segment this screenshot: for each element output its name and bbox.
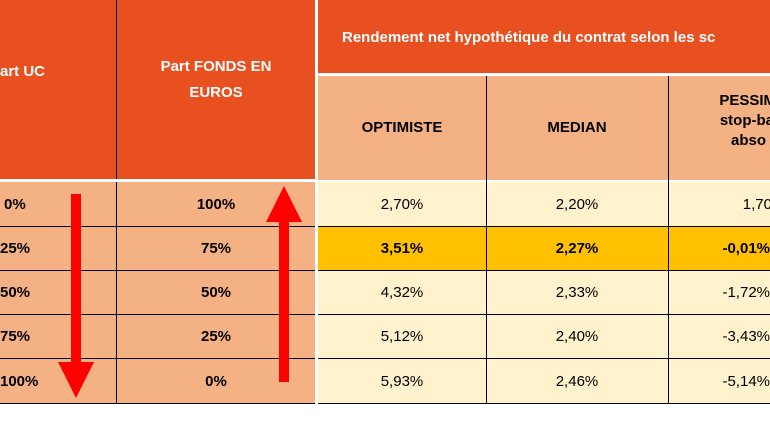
table-cell-uc: 75% [0,314,116,358]
col-divider [668,76,669,404]
row-divider [0,270,770,271]
header-median-label: MEDIAN [547,119,607,136]
median-value: 2,40% [555,327,599,345]
optimiste-value: 3,51% [380,239,424,257]
header-group-title-label: Rendement net hypothétique du contrat se… [342,29,716,46]
fonds-value: 75% [200,239,232,257]
pessimiste-value: -5,14% [722,372,770,390]
table-cell-optimiste: 4,32% [318,270,486,314]
header-fonds-line2: EUROS [189,84,243,101]
table-cell-pessimiste: -5,14% [668,358,770,404]
table-cell-optimiste: 5,12% [318,314,486,358]
table-cell-median-highlighted: 2,27% [486,226,668,270]
fonds-value: 100% [196,195,236,213]
scenario-block-divider [318,73,770,76]
table-cell-uc: 100% [0,358,116,404]
optimiste-value: 5,12% [380,327,424,345]
col-divider [486,76,487,404]
header-pessim-line1: PESSIM [719,92,770,109]
pessimiste-value: -1,72% [722,283,770,301]
table-cell-pessimiste-highlighted: -0,01% [668,226,770,270]
uc-value: 0% [4,195,26,213]
header-median: MEDIAN [486,76,668,180]
header-pessim-line2: stop-ba [719,112,770,129]
table-cell-optimiste: 2,70% [318,182,486,226]
optimiste-value: 5,93% [380,372,424,390]
header-part-uc: art UC [0,0,116,180]
fonds-value: 50% [200,283,232,301]
header-fonds-line1: Part FONDS EN [160,58,272,75]
header-body-divider [0,179,318,182]
pessimiste-value: -0,01% [722,239,770,257]
header-part-fonds-euros: Part FONDS EN EUROS [116,0,316,180]
table-cell-median: 2,20% [486,182,668,226]
uc-value: 25% [0,239,31,257]
uc-value: 100% [0,372,39,390]
table-cell-pessimiste: 1,70 [668,182,770,226]
median-value: 2,46% [555,372,599,390]
table-cell-median: 2,46% [486,358,668,404]
header-part-uc-label: art UC [0,63,46,80]
table-bottom-border [0,403,770,404]
table-cell-pessimiste: -3,43% [668,314,770,358]
row-divider [0,314,770,315]
table-cell-median: 2,33% [486,270,668,314]
table-cell-uc: 0% [0,182,116,226]
header-optimiste: OPTIMISTE [318,76,486,180]
table-cell-pessimiste: -1,72% [668,270,770,314]
optimiste-value: 2,70% [380,195,424,213]
scenario-block-divider [315,0,318,404]
table-cell-median: 2,40% [486,314,668,358]
header-pessim-line3: abso [730,132,766,149]
row-divider [0,226,770,227]
header-group-title: Rendement net hypothétique du contrat se… [318,0,770,76]
col-divider [116,0,117,404]
fonds-value: 0% [205,372,227,390]
median-value: 2,33% [555,283,599,301]
median-value: 2,20% [555,195,599,213]
optimiste-value: 4,32% [380,283,424,301]
uc-value: 50% [0,283,31,301]
header-optimiste-label: OPTIMISTE [361,119,443,136]
pessimiste-value: -3,43% [722,327,770,345]
arrow-down-icon [58,194,94,398]
table-cell-uc: 25% [0,226,116,270]
median-value: 2,27% [555,239,599,257]
table-cell-uc: 50% [0,270,116,314]
arrow-up-icon [266,186,302,382]
table-cell-optimiste-highlighted: 3,51% [318,226,486,270]
pessimiste-value: 1,70 [742,195,770,213]
fonds-value: 25% [200,327,232,345]
uc-value: 75% [0,327,31,345]
header-pessimiste: PESSIM stop-ba abso [668,76,770,180]
row-divider [0,358,770,359]
table-cell-optimiste: 5,93% [318,358,486,404]
